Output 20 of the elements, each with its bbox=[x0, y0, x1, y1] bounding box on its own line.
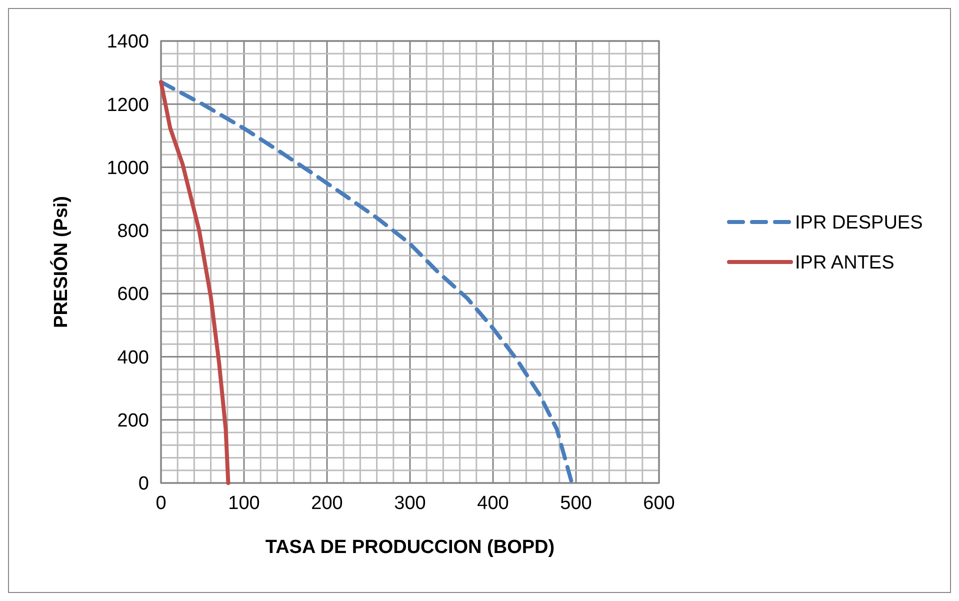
y-tick-label: 200 bbox=[117, 410, 149, 432]
y-tick-label: 1400 bbox=[106, 32, 149, 53]
x-tick-label: 600 bbox=[643, 493, 675, 514]
line-series bbox=[159, 80, 230, 485]
x-tick-label: 500 bbox=[560, 493, 592, 514]
x-tick-label: 200 bbox=[311, 493, 343, 514]
x-tick-label: 100 bbox=[228, 493, 260, 514]
y-tick-label: 0 bbox=[138, 474, 149, 495]
y-tick-label: 600 bbox=[117, 284, 149, 306]
x-tick-label: 400 bbox=[477, 493, 509, 514]
legend-label: IPR ANTES bbox=[795, 252, 894, 274]
y-tick-label: 800 bbox=[117, 221, 149, 242]
x-axis-title: TASA DE PRODUCCION (BOPD) bbox=[265, 537, 555, 558]
y-axis-title: PRESIÓN (Psi) bbox=[50, 196, 72, 328]
y-tick-label: 1200 bbox=[106, 94, 149, 116]
x-tick-label: 0 bbox=[156, 493, 166, 514]
y-tick-label: 1000 bbox=[106, 158, 149, 179]
legend-label: IPR DESPUES bbox=[795, 212, 923, 234]
x-tick-label: 300 bbox=[394, 493, 426, 514]
y-tick-label: 400 bbox=[117, 347, 149, 368]
